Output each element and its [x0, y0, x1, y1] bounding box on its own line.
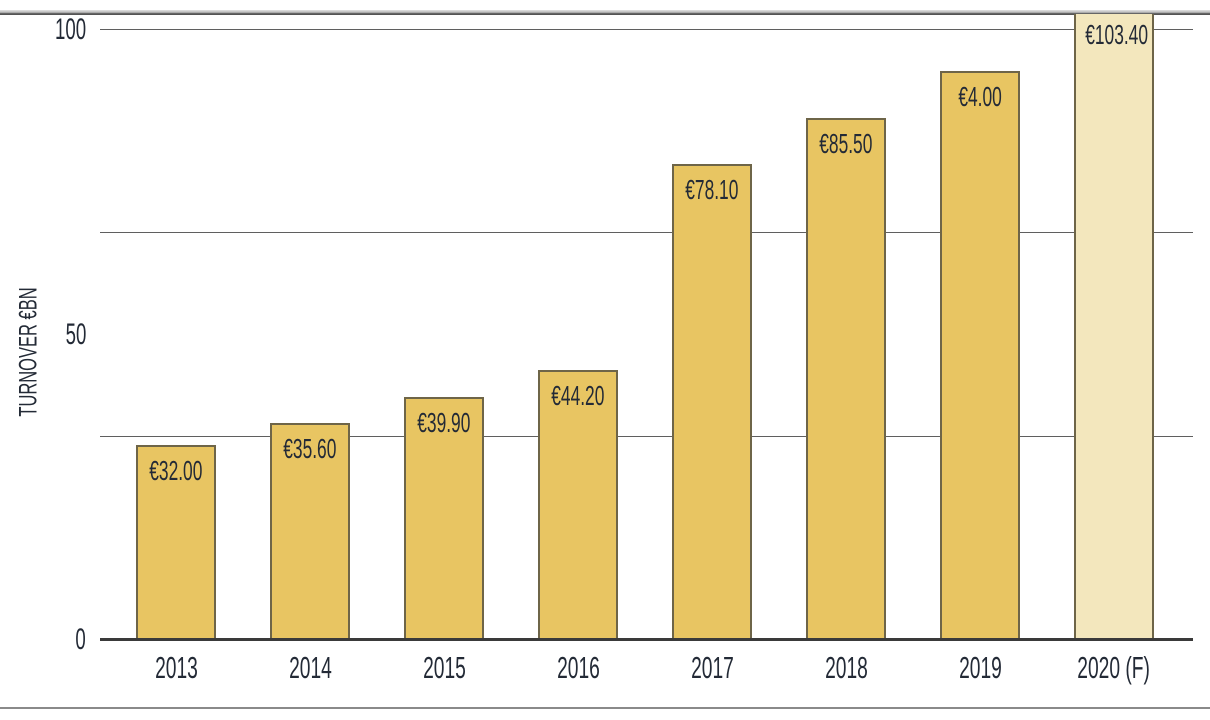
- y-tick-text: 100: [54, 13, 86, 46]
- bar: €78.10: [672, 164, 752, 640]
- page-bottom-border: [0, 707, 1210, 709]
- bar-value-label: €39.90: [417, 407, 471, 438]
- gridline: [100, 28, 1193, 30]
- bar: €44.20: [538, 370, 618, 640]
- x-axis-label-text: 2017: [690, 650, 734, 685]
- y-tick-label: 100: [16, 14, 86, 46]
- bar-value-label: €44.20: [551, 380, 605, 411]
- gridline: [100, 231, 1193, 233]
- y-tick-text: 0: [75, 623, 86, 656]
- bar: €39.90: [404, 397, 484, 640]
- bar-value-label: €4.00: [958, 81, 1002, 112]
- bar: €103.40: [1074, 14, 1154, 640]
- x-axis-label: 2018: [766, 651, 926, 685]
- x-axis-label: 2013: [96, 651, 256, 685]
- x-axis-label-text: 2016: [556, 650, 600, 685]
- bar: €85.50: [806, 118, 886, 640]
- y-tick-label: 0: [16, 624, 86, 656]
- x-axis-label: 2020 (F): [1034, 651, 1194, 685]
- page-top-border: [0, 10, 1210, 15]
- x-axis-label: 2016: [498, 651, 658, 685]
- bar: €4.00: [940, 71, 1020, 640]
- bar-value-label: €103.40: [1085, 19, 1148, 50]
- x-axis-label-text: 2019: [958, 650, 1002, 685]
- plot-area: €32.00 €35.60 €39.90 €44.20 €78.10 €85.5…: [100, 14, 1193, 640]
- x-axis-label: 2015: [364, 651, 524, 685]
- bar: €32.00: [136, 445, 216, 640]
- bar-value-label: €32.00: [149, 455, 203, 486]
- x-axis-label: 2019: [900, 651, 1060, 685]
- x-axis-label-text: 2015: [422, 650, 466, 685]
- bar-value-label: €35.60: [283, 433, 337, 464]
- x-axis-label-text: 2014: [288, 650, 332, 685]
- x-axis-label: 2017: [632, 651, 792, 685]
- y-tick-label: 50: [16, 319, 86, 351]
- bar-value-label: €85.50: [819, 128, 873, 159]
- y-axis-title: TURNOVER €BN: [14, 287, 43, 417]
- x-axis-label: 2014: [230, 651, 390, 685]
- x-axis-label-text: 2020 (F): [1077, 650, 1151, 685]
- x-axis-line: [100, 638, 1193, 641]
- gridline: [100, 435, 1193, 437]
- x-axis-label-text: 2013: [154, 650, 198, 685]
- x-axis-label-text: 2018: [824, 650, 868, 685]
- bar: €35.60: [270, 423, 350, 640]
- bar-value-label: €78.10: [685, 174, 739, 205]
- y-tick-text: 50: [65, 318, 86, 351]
